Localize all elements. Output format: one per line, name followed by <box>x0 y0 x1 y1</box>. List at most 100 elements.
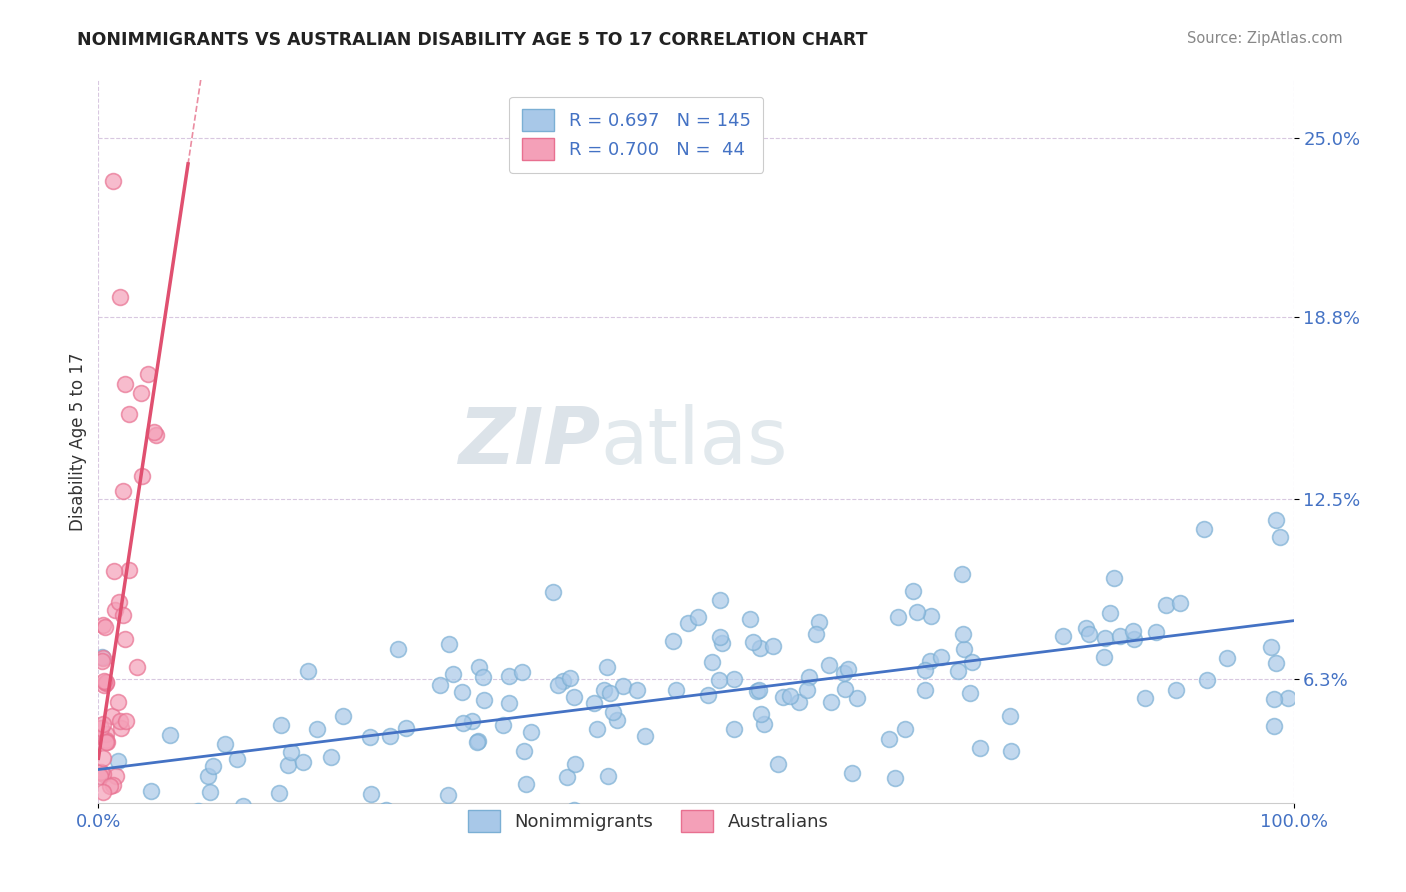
Point <box>1264 512 1286 526</box>
Point <box>596 660 619 674</box>
Point <box>101 174 124 188</box>
Point <box>796 683 818 698</box>
Point <box>1133 690 1156 705</box>
Point <box>808 615 831 629</box>
Point <box>118 563 141 577</box>
Point <box>498 697 520 711</box>
Point <box>553 673 575 688</box>
Point <box>94 675 117 690</box>
Point <box>103 810 125 824</box>
Point <box>1000 743 1022 757</box>
Point <box>662 633 685 648</box>
Point <box>1078 626 1101 640</box>
Point <box>305 722 328 736</box>
Point <box>437 788 460 802</box>
Point <box>139 784 162 798</box>
Point <box>1192 522 1215 536</box>
Point <box>108 714 131 728</box>
Point <box>91 717 114 731</box>
Point <box>125 660 148 674</box>
Point <box>960 655 983 669</box>
Point <box>277 757 299 772</box>
Point <box>105 769 128 783</box>
Point <box>969 740 991 755</box>
Point <box>929 649 952 664</box>
Point <box>893 722 915 736</box>
Point <box>89 768 111 782</box>
Point <box>114 632 136 647</box>
Point <box>1122 624 1144 639</box>
Point <box>562 803 585 817</box>
Point <box>136 367 159 381</box>
Point <box>723 672 745 686</box>
Point <box>748 682 770 697</box>
Point <box>111 484 134 499</box>
Point <box>1263 692 1285 706</box>
Point <box>1108 629 1130 643</box>
Point <box>90 722 112 736</box>
Point <box>492 718 515 732</box>
Point <box>1099 606 1122 620</box>
Point <box>107 595 129 609</box>
Point <box>665 682 688 697</box>
Point <box>583 696 606 710</box>
Legend: Nonimmigrants, Australians: Nonimmigrants, Australians <box>456 797 841 845</box>
Point <box>914 663 936 677</box>
Text: Source: ZipAtlas.com: Source: ZipAtlas.com <box>1187 31 1343 46</box>
Point <box>94 620 117 634</box>
Point <box>832 665 855 680</box>
Point <box>678 616 700 631</box>
Point <box>468 660 491 674</box>
Point <box>710 636 733 650</box>
Point <box>700 655 723 669</box>
Point <box>877 731 900 746</box>
Point <box>187 805 209 819</box>
Point <box>472 670 495 684</box>
Point <box>959 686 981 700</box>
Point <box>387 642 409 657</box>
Point <box>837 662 859 676</box>
Point <box>145 428 167 442</box>
Point <box>91 810 114 824</box>
Point <box>93 810 115 824</box>
Point <box>335 810 357 824</box>
Point <box>451 715 474 730</box>
Point <box>1122 632 1144 646</box>
Point <box>845 690 868 705</box>
Point <box>131 469 153 483</box>
Point <box>129 385 152 400</box>
Point <box>439 637 461 651</box>
Point <box>738 612 761 626</box>
Point <box>101 778 124 792</box>
Point <box>752 717 775 731</box>
Point <box>787 695 810 709</box>
Point <box>108 290 131 304</box>
Point <box>998 709 1021 723</box>
Point <box>1092 650 1115 665</box>
Point <box>107 695 129 709</box>
Point <box>94 732 117 747</box>
Point <box>291 755 314 769</box>
Point <box>817 658 839 673</box>
Point <box>90 650 112 665</box>
Point <box>98 780 121 794</box>
Point <box>214 737 236 751</box>
Point <box>498 668 520 682</box>
Point <box>103 564 125 578</box>
Point <box>1146 625 1168 640</box>
Point <box>515 777 537 791</box>
Point <box>841 765 863 780</box>
Point <box>243 809 266 823</box>
Text: NONIMMIGRANTS VS AUSTRALIAN DISABILITY AGE 5 TO 17 CORRELATION CHART: NONIMMIGRANTS VS AUSTRALIAN DISABILITY A… <box>77 31 868 49</box>
Point <box>93 674 115 689</box>
Point <box>451 685 474 699</box>
Point <box>232 799 254 814</box>
Point <box>709 593 731 607</box>
Point <box>1166 683 1188 698</box>
Point <box>1094 631 1116 645</box>
Point <box>319 750 342 764</box>
Point <box>541 584 564 599</box>
Point <box>1074 621 1097 635</box>
Point <box>395 721 418 735</box>
Point <box>606 714 628 728</box>
